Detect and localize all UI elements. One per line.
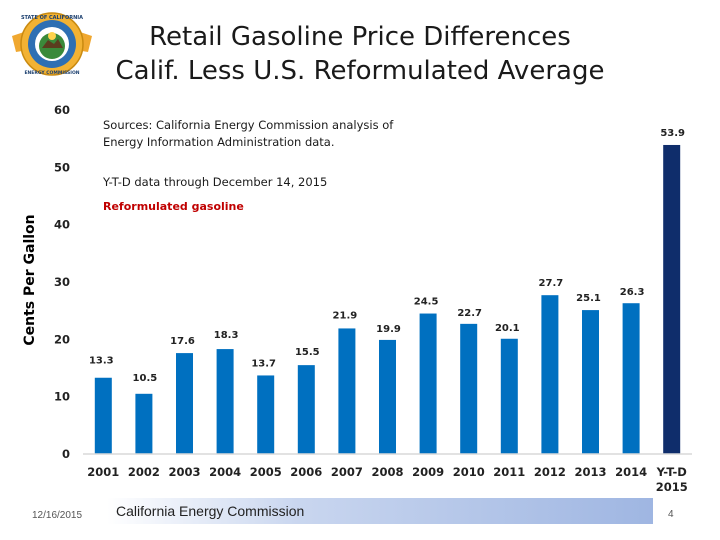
x-tick-label-5: 2006 xyxy=(290,465,322,479)
footer-band xyxy=(107,498,653,524)
logo-top-text: STATE OF CALIFORNIA xyxy=(21,15,83,21)
bar-13 xyxy=(622,303,640,454)
x-tick-label-3: 2004 xyxy=(209,465,241,479)
y-tick-label: 60 xyxy=(54,103,70,117)
x-tick-label-4: 2005 xyxy=(250,465,282,479)
footer-date: 12/16/2015 xyxy=(32,510,83,521)
value-label-14: 53.9 xyxy=(660,128,685,139)
value-label-2: 17.6 xyxy=(170,336,195,347)
bar-4 xyxy=(257,375,275,454)
ytd-note: Y-T-D data through December 14, 2015 xyxy=(103,175,328,189)
value-label-4: 13.7 xyxy=(251,358,276,369)
x-tick-label-6: 2007 xyxy=(331,465,363,479)
value-label-8: 24.5 xyxy=(414,297,439,308)
bar-7 xyxy=(379,339,396,454)
x-tick-label-2: 2003 xyxy=(168,465,200,479)
y-tick-label: 40 xyxy=(54,218,70,232)
bar-6 xyxy=(338,328,356,454)
value-label-13: 26.3 xyxy=(620,287,645,298)
footer-organization: California Energy Commission xyxy=(116,503,305,519)
title-line-1: Retail Gasoline Price Differences xyxy=(149,22,571,52)
bar-8 xyxy=(419,313,437,454)
value-label-7: 19.9 xyxy=(376,324,401,335)
series-note: Reformulated gasoline xyxy=(103,200,244,213)
y-tick-label: 30 xyxy=(54,275,70,289)
x-tick-label-14: Y-T-D 2015 xyxy=(656,465,688,494)
bar-9 xyxy=(460,323,478,454)
bar-11 xyxy=(541,295,559,454)
value-label-10: 20.1 xyxy=(495,323,520,334)
x-tick-label-11: 2012 xyxy=(534,465,566,479)
x-tick-label-12: 2013 xyxy=(574,465,606,479)
value-label-6: 21.9 xyxy=(333,310,358,321)
x-tick-label-10: 2011 xyxy=(493,465,525,479)
x-tick-label-8: 2009 xyxy=(412,465,444,479)
bar-2 xyxy=(176,353,193,454)
slide-title: Retail Gasoline Price Differences Calif.… xyxy=(100,20,620,88)
y-tick-label: 20 xyxy=(54,332,70,346)
bar-0 xyxy=(94,377,112,454)
x-tick-label-9: 2010 xyxy=(453,465,485,479)
value-label-12: 25.1 xyxy=(576,293,601,304)
bar-10 xyxy=(500,338,518,454)
bar-1 xyxy=(135,393,153,454)
x-tick-label-1: 2002 xyxy=(128,465,160,479)
source-note-line-1: Sources: California Energy Commission an… xyxy=(103,118,394,132)
bar-12 xyxy=(582,310,599,454)
value-label-9: 22.7 xyxy=(457,308,482,319)
x-tick-label-7: 2008 xyxy=(371,465,403,479)
y-tick-label: 10 xyxy=(54,390,70,404)
bar-chart: 0 10 20 30 40 50 60 13.3 10.5 17.6 18.3 13.7 15.5 21… xyxy=(54,103,692,494)
y-tick-label: 50 xyxy=(54,160,70,174)
bar-3 xyxy=(216,349,234,454)
value-label-1: 10.5 xyxy=(133,373,158,384)
value-label-0: 13.3 xyxy=(89,356,114,367)
bar-5 xyxy=(297,365,315,454)
bar-14 xyxy=(663,144,681,454)
value-label-11: 27.7 xyxy=(539,278,564,289)
value-label-5: 15.5 xyxy=(295,347,320,358)
energy-commission-logo: STATE OF CALIFORNIA ENERGY COMMISSION xyxy=(8,6,96,86)
source-note-line-2: Energy Information Administration data. xyxy=(103,135,335,149)
logo-bottom-text: ENERGY COMMISSION xyxy=(24,70,79,76)
page-number: 4 xyxy=(668,509,674,520)
x-tick-label-13: 2014 xyxy=(615,465,647,479)
y-tick-label: 0 xyxy=(62,447,70,461)
x-tick-label-0: 2001 xyxy=(87,465,119,479)
title-line-2: Calif. Less U.S. Reformulated Average xyxy=(115,56,605,86)
value-label-3: 18.3 xyxy=(214,330,239,341)
